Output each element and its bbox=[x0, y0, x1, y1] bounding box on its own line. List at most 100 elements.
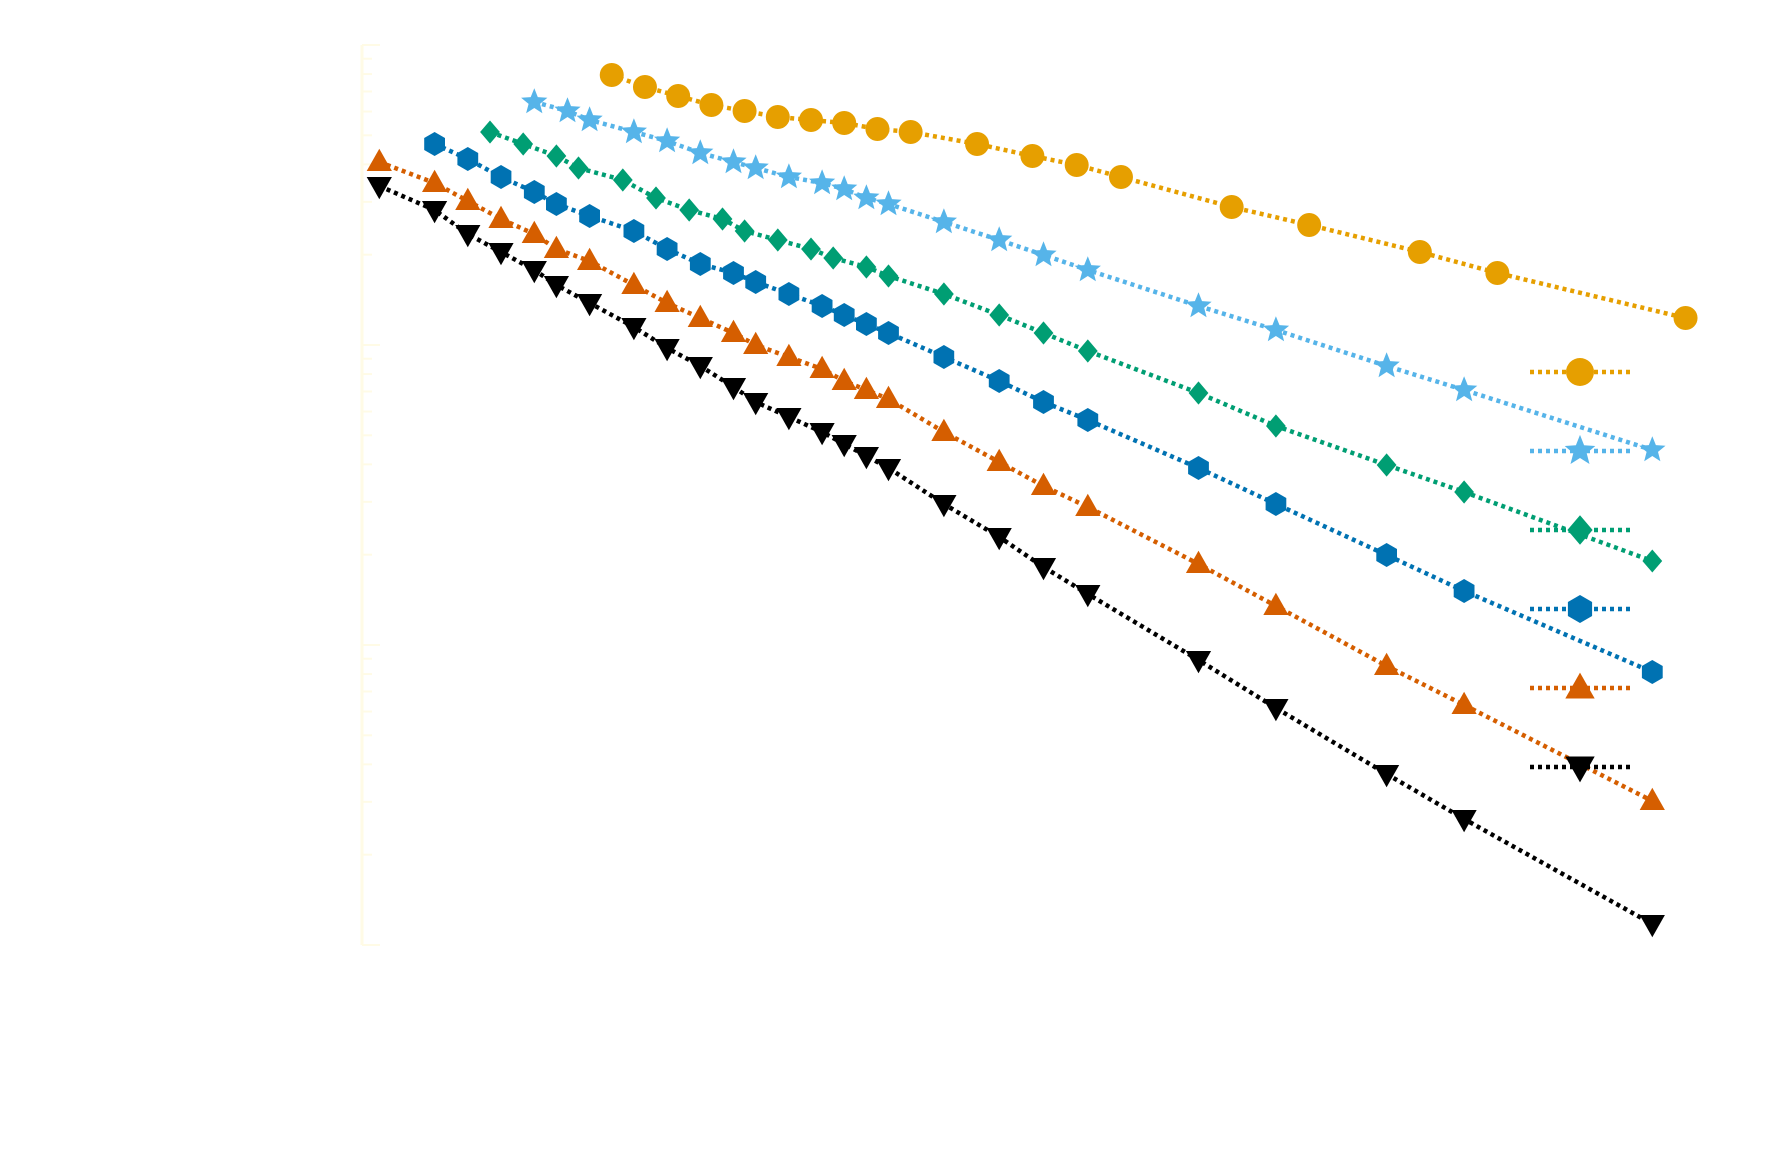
data-point bbox=[1451, 376, 1478, 402]
data-point bbox=[543, 235, 569, 258]
data-point bbox=[654, 127, 681, 153]
data-point bbox=[1297, 213, 1322, 237]
data-point bbox=[776, 408, 802, 431]
data-point bbox=[765, 105, 790, 129]
data-point bbox=[656, 237, 678, 261]
data-point bbox=[623, 219, 645, 243]
data-point bbox=[875, 190, 902, 216]
data-point bbox=[853, 447, 879, 470]
data-point bbox=[1263, 699, 1289, 722]
data-point bbox=[986, 448, 1012, 471]
legend-marker-2 bbox=[1564, 434, 1596, 464]
data-point bbox=[1485, 261, 1510, 285]
data-point bbox=[687, 357, 713, 380]
data-point bbox=[1033, 321, 1054, 345]
data-point bbox=[488, 205, 514, 228]
data-point bbox=[568, 156, 589, 180]
data-point bbox=[1373, 352, 1400, 378]
data-point bbox=[823, 246, 844, 270]
legend-marker-1 bbox=[1566, 358, 1594, 386]
data-point bbox=[521, 261, 547, 284]
data-point bbox=[654, 289, 680, 312]
legend-marker-6 bbox=[1565, 756, 1595, 783]
data-point bbox=[1262, 316, 1290, 342]
data-point bbox=[1673, 306, 1698, 330]
data-point bbox=[1033, 390, 1054, 414]
data-point bbox=[699, 93, 724, 117]
data-point bbox=[577, 294, 603, 317]
data-point bbox=[799, 108, 824, 132]
data-point bbox=[831, 435, 857, 458]
data-point bbox=[521, 88, 548, 114]
data-point bbox=[490, 165, 512, 189]
data-point bbox=[1639, 915, 1665, 938]
data-point bbox=[1265, 492, 1287, 516]
data-point bbox=[1641, 660, 1663, 684]
data-point bbox=[1185, 651, 1212, 674]
data-point bbox=[723, 261, 744, 285]
data-point bbox=[809, 423, 835, 446]
data-point bbox=[1020, 144, 1045, 168]
data-point bbox=[687, 139, 714, 165]
data-point bbox=[366, 148, 392, 171]
data-point bbox=[1074, 256, 1101, 282]
series-line-2 bbox=[533, 99, 1653, 453]
data-point bbox=[1219, 195, 1244, 219]
data-point bbox=[646, 186, 666, 210]
data-point bbox=[989, 303, 1010, 327]
data-point bbox=[831, 175, 858, 201]
data-point bbox=[1188, 381, 1209, 405]
data-point bbox=[734, 219, 755, 243]
data-point bbox=[577, 247, 603, 270]
data-point bbox=[933, 345, 955, 369]
data-point bbox=[931, 418, 957, 441]
data-point bbox=[745, 270, 767, 294]
data-point bbox=[422, 201, 448, 224]
data-point bbox=[620, 118, 647, 144]
data-point bbox=[455, 225, 481, 248]
data-point bbox=[1077, 339, 1098, 363]
data-point bbox=[579, 204, 600, 228]
data-point bbox=[612, 168, 633, 192]
data-point bbox=[986, 226, 1013, 252]
data-point bbox=[1263, 592, 1289, 615]
data-point bbox=[621, 318, 647, 341]
data-point bbox=[965, 132, 990, 156]
data-point bbox=[1639, 787, 1665, 810]
data-point bbox=[833, 303, 855, 327]
data-point bbox=[809, 355, 835, 378]
data-point bbox=[521, 220, 547, 243]
data-point bbox=[632, 75, 657, 99]
data-point bbox=[1075, 493, 1101, 516]
data-point bbox=[654, 339, 680, 362]
data-point bbox=[1185, 550, 1212, 573]
data-point bbox=[543, 276, 569, 299]
data-point bbox=[865, 117, 890, 141]
data-point bbox=[986, 528, 1012, 551]
data-point bbox=[546, 144, 567, 168]
data-point bbox=[878, 264, 899, 288]
data-point bbox=[720, 148, 747, 174]
series-line-6 bbox=[378, 183, 1654, 926]
data-point bbox=[1639, 436, 1666, 462]
data-point bbox=[1374, 652, 1400, 675]
data-point bbox=[1188, 456, 1209, 480]
data-point bbox=[689, 252, 711, 276]
data-point bbox=[1376, 543, 1397, 567]
data-point bbox=[743, 331, 769, 354]
data-point bbox=[554, 97, 581, 123]
data-point bbox=[1185, 292, 1212, 318]
data-point bbox=[742, 154, 769, 180]
data-point bbox=[513, 132, 534, 156]
data-point bbox=[853, 184, 880, 210]
data-point bbox=[732, 99, 757, 123]
data-point bbox=[801, 237, 821, 261]
data-point bbox=[811, 294, 833, 318]
data-point bbox=[546, 192, 567, 216]
data-point bbox=[455, 187, 481, 210]
data-point bbox=[875, 459, 902, 482]
data-point bbox=[523, 180, 545, 204]
data-point bbox=[1075, 585, 1101, 608]
data-point bbox=[366, 177, 392, 200]
